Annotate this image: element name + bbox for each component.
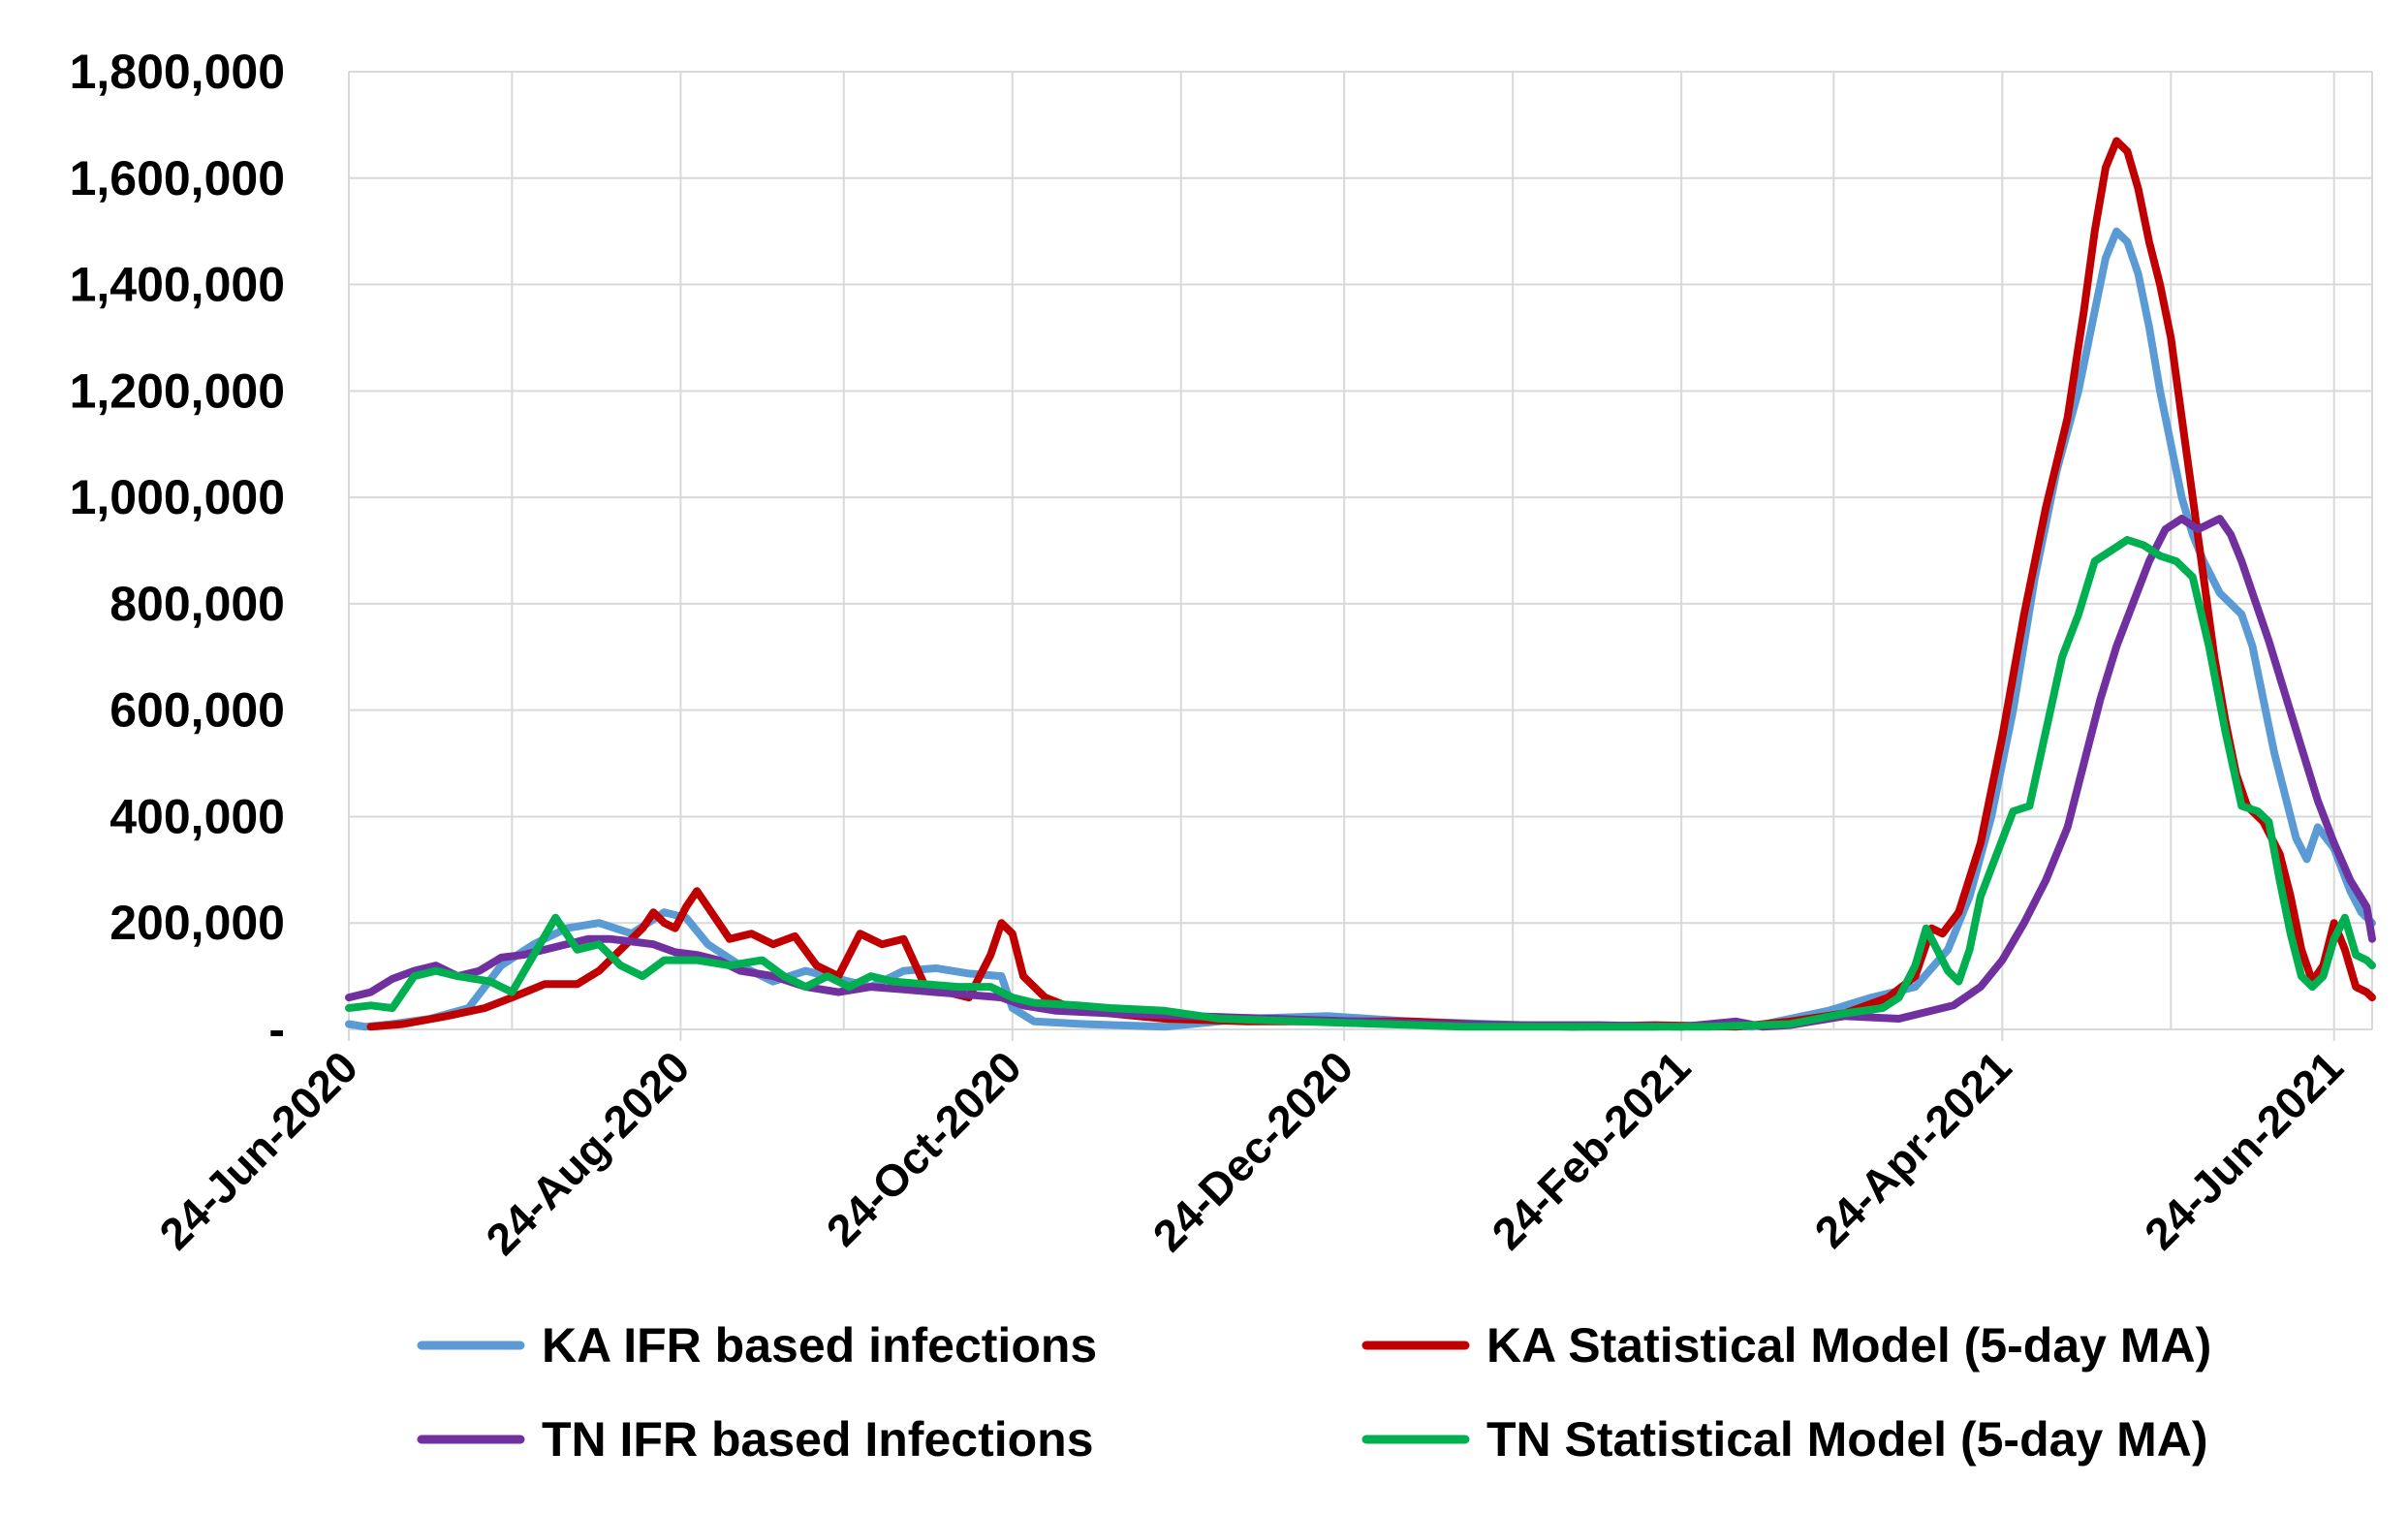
y-tick-label: 1,600,000 <box>70 151 285 205</box>
x-tick-label: 24-Apr-2021 <box>1804 1041 2020 1257</box>
plot-area <box>345 137 2376 1031</box>
y-tick-label: 1,200,000 <box>70 363 285 418</box>
y-tick-label: 1,400,000 <box>70 258 285 312</box>
x-tick-label: 24-Jun-2020 <box>149 1041 367 1259</box>
legend-label: KA IFR based infections <box>542 1318 1097 1373</box>
grid <box>349 71 2373 1029</box>
legend-label: TN Statistical Model (5-day MA) <box>1486 1412 2208 1467</box>
y-tick-label: 400,000 <box>109 789 285 843</box>
legend: KA IFR based infections KA Statistical Mo… <box>417 1318 2211 1467</box>
y-tick-label: 200,000 <box>109 896 285 950</box>
y-tick-label: 1,000,000 <box>70 470 285 524</box>
x-tick-label: 24-Jun-2021 <box>2135 1041 2353 1259</box>
axes: - 200,000 400,000 600,000 800,000 1,000,000 1,… <box>70 45 2372 1265</box>
series-line-2 <box>366 137 2376 1031</box>
y-tick-label: 1,800,000 <box>70 45 285 99</box>
series-line-3 <box>345 515 2376 1031</box>
y-tick-label: 600,000 <box>109 683 285 738</box>
x-tick-label: 24-Feb-2021 <box>1482 1041 1700 1259</box>
x-tick-label: 24-Dec-2020 <box>1143 1041 1363 1261</box>
series-line-4 <box>345 536 2376 1031</box>
y-tick-label: 800,000 <box>109 577 285 631</box>
legend-label: TN IFR based Infections <box>542 1412 1094 1467</box>
x-tick-label: 24-Aug-2020 <box>476 1041 699 1264</box>
x-tick-label: 24-Oct-2020 <box>817 1041 1031 1255</box>
legend-label: KA Statistical Model (5-day MA) <box>1486 1318 2211 1373</box>
y-tick-label: - <box>268 1002 285 1057</box>
series-line-1 <box>345 227 2376 1031</box>
